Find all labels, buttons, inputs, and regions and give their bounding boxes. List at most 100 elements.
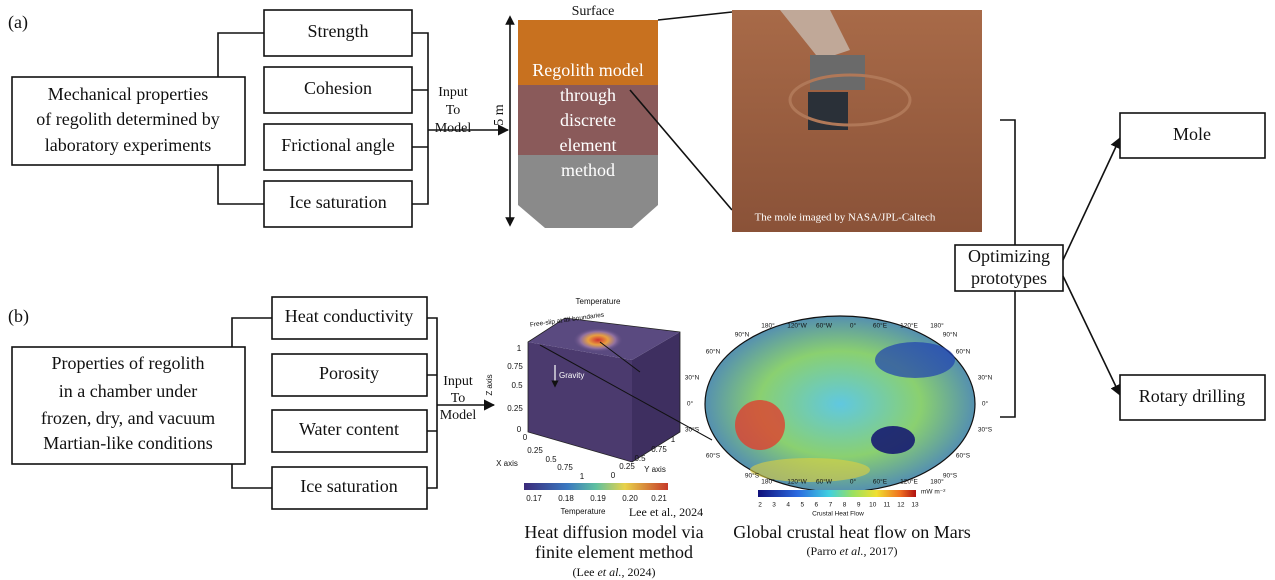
arrow-label: Model xyxy=(435,121,472,136)
longitude-label: 0° xyxy=(850,478,857,486)
longitude-label: 120°W xyxy=(787,478,807,486)
figure: (a) Mechanical properties of regolith de… xyxy=(0,0,1275,580)
z-tick: 0.75 xyxy=(507,362,523,371)
longitude-label: 180° xyxy=(761,478,775,486)
panel-label: (b) xyxy=(8,306,29,327)
arrow xyxy=(1063,276,1120,395)
longitude-label: 60°W xyxy=(816,478,833,486)
latitude-label: 60°N xyxy=(956,348,971,356)
colorbar-tick: 4 xyxy=(786,502,790,509)
caption: Global crustal heat flow on Mars xyxy=(733,522,970,542)
colorbar-tick: 10 xyxy=(869,502,877,509)
latitude-label: 30°S xyxy=(685,426,700,434)
y-tick: 0.5 xyxy=(634,454,646,463)
model-text: discrete xyxy=(560,110,616,130)
panel-label: (a) xyxy=(8,12,28,33)
y-tick: 0.25 xyxy=(619,462,635,471)
source-text: frozen, dry, and vacuum xyxy=(41,408,215,428)
source-text: of regolith determined by xyxy=(36,109,219,129)
axis-title: X axis xyxy=(496,459,518,468)
model-text: Regolith model xyxy=(532,60,644,80)
optimizing-text: prototypes xyxy=(971,268,1047,288)
longitude-label: 60°W xyxy=(816,322,833,330)
z-tick: 0.25 xyxy=(507,404,523,413)
arrow xyxy=(1063,138,1120,260)
arrow-label: To xyxy=(451,391,466,406)
bracket xyxy=(427,318,437,488)
axis-title: Y axis xyxy=(644,465,666,474)
colorbar-tick: 11 xyxy=(883,502,890,509)
property: Strength xyxy=(308,21,369,41)
property: Ice saturation xyxy=(289,192,386,212)
colorbar-tick: 0.18 xyxy=(558,494,574,503)
longitude-label: 120°E xyxy=(900,478,918,486)
credit: Lee et al., 2024 xyxy=(629,505,703,519)
latitude-label: 60°S xyxy=(706,452,721,460)
colorbar-tick: 0.21 xyxy=(651,494,667,503)
fem-annotation: Gravity xyxy=(559,371,584,380)
fem-title: Temperature xyxy=(576,297,621,306)
property: Frictional angle xyxy=(281,135,394,155)
source-text: Mechanical properties xyxy=(48,84,208,104)
latitude-label: 0° xyxy=(687,400,694,408)
depth-label: 5 m xyxy=(492,104,507,126)
x-tick: 0.25 xyxy=(527,446,543,455)
colorbar-unit: mW m⁻² xyxy=(921,489,946,496)
bracket xyxy=(412,33,428,204)
longitude-label: 0° xyxy=(850,322,857,330)
latitude-label: 30°N xyxy=(978,374,993,382)
y-tick: 0 xyxy=(611,471,616,480)
x-tick: 1 xyxy=(580,472,585,481)
source-text: Properties of regolith xyxy=(52,353,205,373)
colorbar-label: Crustal Heat Flow xyxy=(812,511,864,518)
colorbar-tick: 9 xyxy=(857,502,861,509)
colorbar xyxy=(758,490,916,497)
latitude-label: 30°S xyxy=(978,426,993,434)
colorbar-tick: 2 xyxy=(758,502,762,509)
output: Rotary drilling xyxy=(1139,386,1246,406)
colorbar-tick: 8 xyxy=(843,502,847,509)
latitude-label: 60°S xyxy=(956,452,971,460)
fem-cube xyxy=(528,318,680,462)
caption: Heat diffusion model via xyxy=(524,522,703,542)
longitude-label: 180° xyxy=(930,322,944,330)
x-tick: 0.75 xyxy=(557,463,573,472)
caption: finite element method xyxy=(535,542,693,562)
latitude-label: 0° xyxy=(982,400,989,408)
colorbar-tick: 7 xyxy=(829,502,833,509)
model-text: method xyxy=(561,160,615,180)
latitude-label: 60°N xyxy=(706,348,721,356)
colorbar-tick: 0.17 xyxy=(526,494,542,503)
model-text: through xyxy=(560,85,616,105)
arrow-label: Model xyxy=(440,408,477,423)
colorbar xyxy=(524,483,668,490)
source-text: in a chamber under xyxy=(59,381,197,401)
latitude-label: 90°S xyxy=(943,472,958,480)
latitude-label: 90°N xyxy=(943,331,958,339)
colorbar-tick: 5 xyxy=(800,502,804,509)
colorbar-tick: 6 xyxy=(815,502,819,509)
latitude-label: 90°S xyxy=(745,472,760,480)
colorbar-tick: 3 xyxy=(772,502,776,509)
source-text: Martian-like conditions xyxy=(43,433,212,453)
z-tick: 0.5 xyxy=(511,381,523,390)
longitude-label: 120°E xyxy=(900,322,918,330)
arrow-label: To xyxy=(446,103,461,118)
y-tick: 1 xyxy=(671,435,676,444)
arrow-label: Input xyxy=(443,374,473,389)
property: Cohesion xyxy=(304,78,372,98)
property: Porosity xyxy=(319,363,379,383)
citation: (Parro et al., 2017) xyxy=(807,544,898,558)
y-tick: 0.75 xyxy=(651,445,667,454)
latitude-label: 30°N xyxy=(685,374,700,382)
property: Heat conductivity xyxy=(285,306,413,326)
x-tick: 0 xyxy=(523,433,528,442)
x-tick: 0.5 xyxy=(545,455,557,464)
z-tick: 1 xyxy=(517,344,522,353)
source-text: laboratory experiments xyxy=(45,135,211,155)
longitude-label: 120°W xyxy=(787,322,807,330)
colorbar-tick: 0.19 xyxy=(590,494,606,503)
arrow-label: Input xyxy=(438,85,468,100)
latitude-label: 90°N xyxy=(735,331,750,339)
colorbar-tick: 12 xyxy=(897,502,905,509)
